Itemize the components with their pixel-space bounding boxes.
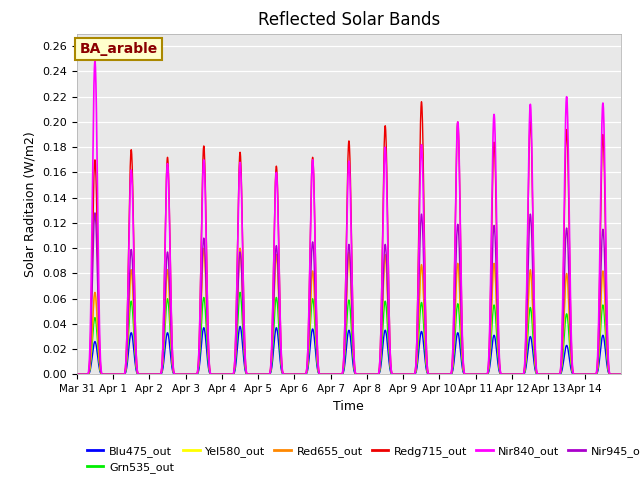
Grn535_out (376, 363, 384, 369)
Yel580_out (376, 358, 384, 363)
Redg715_out (418, 99, 426, 105)
Blu475_out (73, 372, 81, 377)
Nir840_out (91, 59, 99, 64)
Nir945_out (91, 210, 99, 216)
Nir840_out (569, 369, 577, 374)
Line: Blu475_out: Blu475_out (77, 326, 621, 374)
Redg715_out (365, 372, 372, 377)
Title: Reflected Solar Bands: Reflected Solar Bands (258, 11, 440, 29)
Nir945_out (225, 372, 232, 377)
Line: Red655_out: Red655_out (77, 248, 621, 374)
Blu475_out (236, 324, 244, 329)
Blu475_out (365, 372, 372, 377)
Grn535_out (225, 372, 232, 377)
Redg715_out (617, 372, 625, 377)
Nir945_out (617, 372, 625, 377)
Red655_out (365, 372, 372, 377)
Yel580_out (73, 372, 81, 377)
Redg715_out (376, 349, 384, 355)
Line: Nir840_out: Nir840_out (77, 61, 621, 374)
Redg715_out (225, 372, 232, 377)
Yel580_out (200, 247, 207, 252)
Yel580_out (584, 372, 592, 377)
Red655_out (225, 372, 232, 377)
Red655_out (200, 245, 207, 251)
Nir945_out (507, 372, 515, 377)
Blu475_out (617, 372, 625, 377)
Y-axis label: Solar Raditaion (W/m2): Solar Raditaion (W/m2) (24, 131, 36, 277)
Line: Redg715_out: Redg715_out (77, 102, 621, 374)
Grn535_out (507, 372, 515, 377)
Red655_out (584, 372, 592, 377)
Nir945_out (376, 356, 384, 362)
Line: Yel580_out: Yel580_out (77, 250, 621, 374)
Line: Grn535_out: Grn535_out (77, 292, 621, 374)
Line: Nir945_out: Nir945_out (77, 213, 621, 374)
Nir840_out (507, 372, 515, 377)
Nir840_out (376, 344, 384, 350)
Nir840_out (617, 372, 625, 377)
Yel580_out (225, 372, 232, 377)
Legend: Blu475_out, Grn535_out, Yel580_out, Red655_out, Redg715_out, Nir840_out, Nir945_: Blu475_out, Grn535_out, Yel580_out, Red6… (83, 441, 640, 478)
Nir945_out (584, 372, 592, 377)
Blu475_out (584, 372, 592, 377)
Blu475_out (376, 366, 384, 372)
Blu475_out (569, 371, 577, 377)
Nir840_out (225, 372, 232, 377)
Yel580_out (569, 371, 577, 376)
Grn535_out (584, 372, 592, 377)
Text: BA_arable: BA_arable (79, 42, 158, 56)
Nir840_out (584, 372, 592, 377)
Grn535_out (569, 371, 577, 377)
Yel580_out (617, 372, 625, 377)
Yel580_out (507, 372, 515, 377)
Nir840_out (73, 372, 81, 377)
Red655_out (73, 372, 81, 377)
Nir945_out (365, 372, 372, 377)
Blu475_out (225, 372, 232, 377)
Blu475_out (507, 372, 515, 377)
Redg715_out (584, 372, 592, 377)
Nir840_out (365, 372, 372, 377)
Nir945_out (73, 372, 81, 377)
Grn535_out (617, 372, 625, 377)
Grn535_out (236, 289, 244, 295)
Nir945_out (569, 370, 577, 376)
Red655_out (376, 357, 384, 363)
Red655_out (617, 372, 625, 377)
Grn535_out (365, 372, 372, 377)
Redg715_out (569, 369, 577, 374)
Red655_out (507, 372, 515, 377)
X-axis label: Time: Time (333, 400, 364, 413)
Redg715_out (73, 372, 81, 377)
Redg715_out (507, 372, 515, 377)
Red655_out (569, 371, 577, 376)
Grn535_out (73, 372, 81, 377)
Yel580_out (365, 372, 372, 377)
